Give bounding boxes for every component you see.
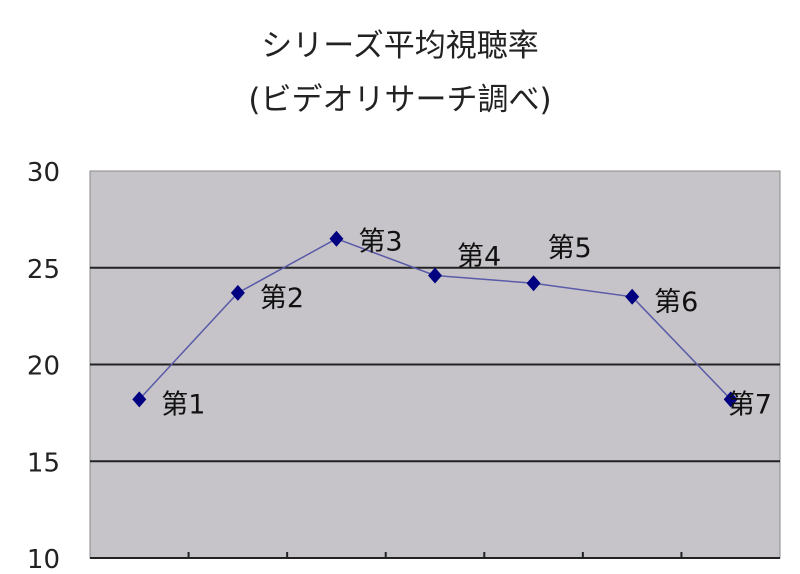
data-label: 第1 [161,389,205,420]
data-label: 第7 [728,389,772,420]
data-point-marker [428,267,442,284]
data-label: 第3 [358,227,402,258]
data-point-marker [329,230,344,247]
chart-title-line-2: (ビデオリサーチ調べ) [248,82,551,118]
data-point-marker [625,288,640,305]
y-tick-label: 20 [27,352,60,382]
data-label: 第4 [457,241,501,272]
y-tick-label: 25 [27,255,60,285]
y-tick-label: 30 [27,158,60,188]
data-label: 第5 [548,233,592,264]
data-point-marker [526,275,541,292]
y-tick-label: 15 [27,448,60,478]
data-label: 第2 [260,283,304,314]
data-point-marker [723,391,738,408]
y-tick-label: 10 [27,545,60,574]
data-point-marker [230,284,245,301]
data-point-marker [132,391,147,408]
data-label: 第6 [654,287,698,318]
chart-title-line-1: シリーズ平均視聴率 [261,28,538,64]
